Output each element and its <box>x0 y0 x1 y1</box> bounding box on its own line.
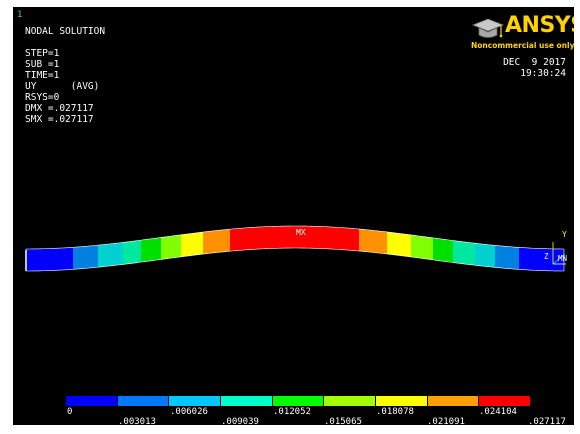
beam-band-5 <box>161 226 182 271</box>
solution-info-block: NODAL SOLUTION STEP=1 SUB =1 TIME=1 UY (… <box>25 26 105 125</box>
beam-outline <box>25 225 565 272</box>
info-line-sub: SUB =1 <box>25 59 60 70</box>
legend-color-5 <box>324 396 377 406</box>
legend-color-6 <box>376 396 428 406</box>
info-line-title: NODAL SOLUTION <box>25 26 106 37</box>
beam-band-7 <box>203 226 231 271</box>
beam-band-2 <box>98 226 124 271</box>
legend-label-top-1: .006026 <box>170 407 208 417</box>
legend-label-bottom-0: .003013 <box>118 417 156 425</box>
legend-color-2 <box>169 396 222 406</box>
logo-text: ANSYS <box>505 13 574 38</box>
beam-band-6 <box>181 226 204 271</box>
triad-z-label: Z <box>544 252 549 261</box>
beam-contour-bands <box>26 226 564 271</box>
info-line-smx: SMX =.027117 <box>25 114 94 125</box>
legend-label-bottom-3: .021091 <box>427 417 465 425</box>
logo-subtitle: Noncommercial use only <box>471 41 574 50</box>
beam-band-3 <box>123 226 142 271</box>
legend-color-3 <box>221 396 273 406</box>
legend-label-top-4: .024104 <box>479 407 517 417</box>
graduation-cap-icon <box>471 18 505 38</box>
graphics-viewport[interactable]: 1 NODAL SOLUTION STEP=1 SUB =1 TIME=1 UY… <box>13 7 574 425</box>
beam-band-11 <box>411 226 434 271</box>
info-line-time: TIME=1 <box>25 70 60 81</box>
beam-band-10 <box>387 226 412 271</box>
info-line-step: STEP=1 <box>25 48 60 59</box>
beam-band-0 <box>26 226 74 271</box>
beam-band-16 <box>519 226 564 271</box>
legend-label-top-0: 0 <box>67 407 73 417</box>
info-line-dmx: DMX =.027117 <box>25 103 94 114</box>
max-label: MX <box>296 228 306 237</box>
beam-band-4 <box>141 226 162 271</box>
time-text: 19:30:24 <box>520 68 566 79</box>
legend-label-top-2: .012052 <box>273 407 311 417</box>
coordinate-triad: Z MN <box>544 242 567 265</box>
info-line-rsys: RSYS=0 <box>25 92 60 103</box>
date-text: DEC 9 2017 <box>503 57 566 68</box>
info-line-uy: UY (AVG) <box>25 81 100 92</box>
ansys-logo: ANSYS Noncommercial use only <box>469 13 574 53</box>
legend-color-7 <box>427 396 480 406</box>
min-label: MN <box>558 254 567 263</box>
legend-color-8 <box>479 396 531 406</box>
beam-band-8 <box>230 226 360 271</box>
beam-band-9 <box>359 226 388 271</box>
beam-band-12 <box>433 226 454 271</box>
beam-plot: MX Z MN <box>25 225 567 272</box>
beam-band-13 <box>453 226 476 271</box>
date-time-block: DEC 9 2017 19:30:24 <box>503 57 566 79</box>
legend-label-bottom-4: .027117 <box>528 417 566 425</box>
triad-y-label: Y <box>562 230 567 239</box>
legend-label-bottom-2: .015065 <box>324 417 362 425</box>
beam-band-14 <box>475 226 496 271</box>
legend-label-bottom-1: .009039 <box>221 417 259 425</box>
contour-legend-bar <box>66 396 531 406</box>
legend-color-4 <box>272 396 325 406</box>
window-number: 1 <box>17 10 23 20</box>
legend-color-0 <box>66 396 118 406</box>
legend-label-top-3: .018078 <box>376 407 414 417</box>
legend-color-1 <box>117 396 170 406</box>
